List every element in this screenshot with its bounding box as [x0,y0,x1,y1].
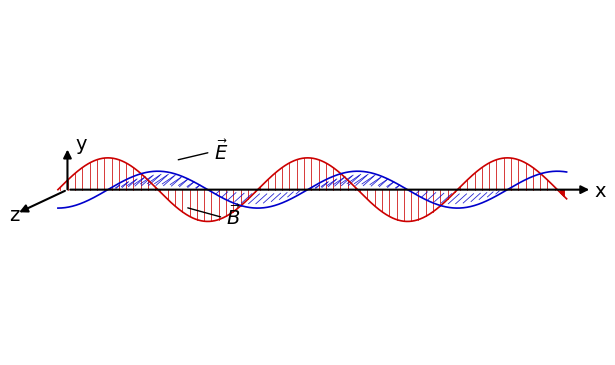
Text: $\vec{B}$: $\vec{B}$ [226,205,242,229]
Text: z: z [9,206,19,225]
Text: $\vec{E}$: $\vec{E}$ [213,139,228,164]
Text: x: x [594,182,606,201]
Text: y: y [76,135,87,154]
